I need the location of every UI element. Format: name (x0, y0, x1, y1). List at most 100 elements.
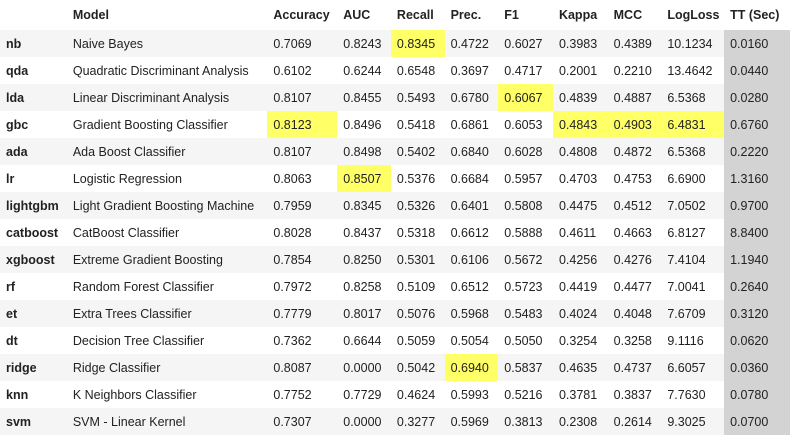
cell-auc: 0.6244 (337, 57, 391, 84)
cell-accuracy: 0.7959 (267, 192, 338, 219)
cell-auc: 0.6644 (337, 327, 391, 354)
cell-mcc: 0.2614 (607, 408, 662, 435)
cell-model: K Neighbors Classifier (66, 381, 268, 408)
cell-prec: 0.6840 (444, 138, 499, 165)
cell-prec: 0.6780 (444, 84, 499, 111)
cell-f1: 0.5957 (498, 165, 553, 192)
cell-id: ada (0, 138, 67, 165)
cell-auc: 0.8455 (337, 84, 391, 111)
cell-auc: 0.8258 (337, 273, 391, 300)
cell-logloss: 7.0502 (661, 192, 725, 219)
table-row: nb Naive Bayes 0.7069 0.8243 0.8345 0.4722 0.6… (0, 30, 790, 57)
cell-logloss: 6.6900 (661, 165, 725, 192)
header-f1: F1 (498, 0, 553, 30)
cell-id: ridge (0, 354, 67, 381)
cell-auc: 0.8437 (337, 219, 391, 246)
header-prec: Prec. (444, 0, 499, 30)
cell-f1: 0.6028 (498, 138, 553, 165)
cell-kappa: 0.4475 (552, 192, 608, 219)
cell-logloss: 7.4104 (661, 246, 725, 273)
cell-prec: 0.6612 (444, 219, 499, 246)
cell-auc: 0.0000 (337, 408, 391, 435)
table-row: ridge Ridge Classifier 0.8087 0.0000 0.5042 0… (0, 354, 790, 381)
table-header-row: Model Accuracy AUC Recall Prec. F1 Kappa… (0, 0, 790, 30)
cell-f1: 0.5672 (498, 246, 553, 273)
cell-f1: 0.5808 (498, 192, 553, 219)
cell-kappa: 0.3254 (552, 327, 608, 354)
cell-tt: 1.1940 (724, 246, 790, 273)
cell-tt: 1.3160 (724, 165, 790, 192)
cell-prec: 0.6401 (444, 192, 499, 219)
cell-tt: 0.2220 (724, 138, 790, 165)
cell-f1: 0.5837 (498, 354, 553, 381)
cell-mcc: 0.3837 (607, 381, 662, 408)
cell-mcc: 0.4048 (607, 300, 662, 327)
cell-recall: 0.5376 (390, 165, 445, 192)
cell-recall: 0.5402 (390, 138, 445, 165)
cell-logloss: 7.0041 (661, 273, 725, 300)
cell-recall: 0.5109 (390, 273, 445, 300)
header-mcc: MCC (607, 0, 662, 30)
cell-logloss: 13.4642 (661, 57, 725, 84)
cell-recall: 0.5418 (390, 111, 445, 138)
cell-model: Extreme Gradient Boosting (66, 246, 268, 273)
header-index (0, 0, 67, 30)
cell-id: svm (0, 408, 67, 435)
cell-id: lr (0, 165, 67, 192)
cell-logloss: 10.1234 (661, 30, 725, 57)
table-row: dt Decision Tree Classifier 0.7362 0.6644 0.… (0, 327, 790, 354)
cell-tt: 0.3120 (724, 300, 790, 327)
header-logloss: LogLoss (661, 0, 725, 30)
cell-tt: 0.0700 (724, 408, 790, 435)
table-row: xgboost Extreme Gradient Boosting 0.7854 0.… (0, 246, 790, 273)
cell-mcc: 0.4276 (607, 246, 662, 273)
cell-f1-best: 0.6067 (498, 84, 553, 111)
cell-mcc: 0.4753 (607, 165, 662, 192)
cell-id: et (0, 300, 67, 327)
cell-id: xgboost (0, 246, 67, 273)
cell-model: Linear Discriminant Analysis (66, 84, 268, 111)
cell-mcc: 0.4389 (607, 30, 662, 57)
cell-model: Ada Boost Classifier (66, 138, 268, 165)
cell-prec: 0.3697 (444, 57, 499, 84)
cell-recall: 0.5059 (390, 327, 445, 354)
cell-tt: 0.6760 (724, 111, 790, 138)
cell-accuracy: 0.7779 (267, 300, 338, 327)
table-body: nb Naive Bayes 0.7069 0.8243 0.8345 0.4722 0.6… (0, 30, 790, 435)
cell-prec: 0.5054 (444, 327, 499, 354)
cell-recall: 0.6548 (390, 57, 445, 84)
cell-kappa: 0.4839 (552, 84, 608, 111)
cell-tt: 0.0620 (724, 327, 790, 354)
cell-accuracy: 0.6102 (267, 57, 338, 84)
cell-kappa: 0.4635 (552, 354, 608, 381)
cell-recall: 0.5042 (390, 354, 445, 381)
cell-logloss: 9.3025 (661, 408, 725, 435)
header-tt: TT (Sec) (724, 0, 790, 30)
cell-kappa: 0.2308 (552, 408, 608, 435)
cell-accuracy: 0.7972 (267, 273, 338, 300)
table-row: svm SVM - Linear Kernel 0.7307 0.0000 0.3277… (0, 408, 790, 435)
cell-accuracy: 0.7069 (267, 30, 338, 57)
header-kappa: Kappa (552, 0, 608, 30)
cell-kappa: 0.4024 (552, 300, 608, 327)
cell-accuracy: 0.8087 (267, 354, 338, 381)
cell-f1: 0.5050 (498, 327, 553, 354)
cell-tt: 0.0360 (724, 354, 790, 381)
cell-mcc: 0.4887 (607, 84, 662, 111)
cell-tt: 0.0780 (724, 381, 790, 408)
cell-prec: 0.6512 (444, 273, 499, 300)
cell-logloss: 7.7630 (661, 381, 725, 408)
cell-recall: 0.5493 (390, 84, 445, 111)
cell-logloss: 6.5368 (661, 138, 725, 165)
cell-model: CatBoost Classifier (66, 219, 268, 246)
cell-logloss: 6.6057 (661, 354, 725, 381)
cell-prec: 0.4722 (444, 30, 499, 57)
cell-f1: 0.6053 (498, 111, 553, 138)
cell-model: Extra Trees Classifier (66, 300, 268, 327)
header-recall: Recall (390, 0, 445, 30)
cell-prec-best: 0.6940 (444, 354, 499, 381)
cell-kappa: 0.3983 (552, 30, 608, 57)
cell-recall: 0.5318 (390, 219, 445, 246)
table-row: ada Ada Boost Classifier 0.8107 0.8498 0.540… (0, 138, 790, 165)
table-row: rf Random Forest Classifier 0.7972 0.8258 0.… (0, 273, 790, 300)
